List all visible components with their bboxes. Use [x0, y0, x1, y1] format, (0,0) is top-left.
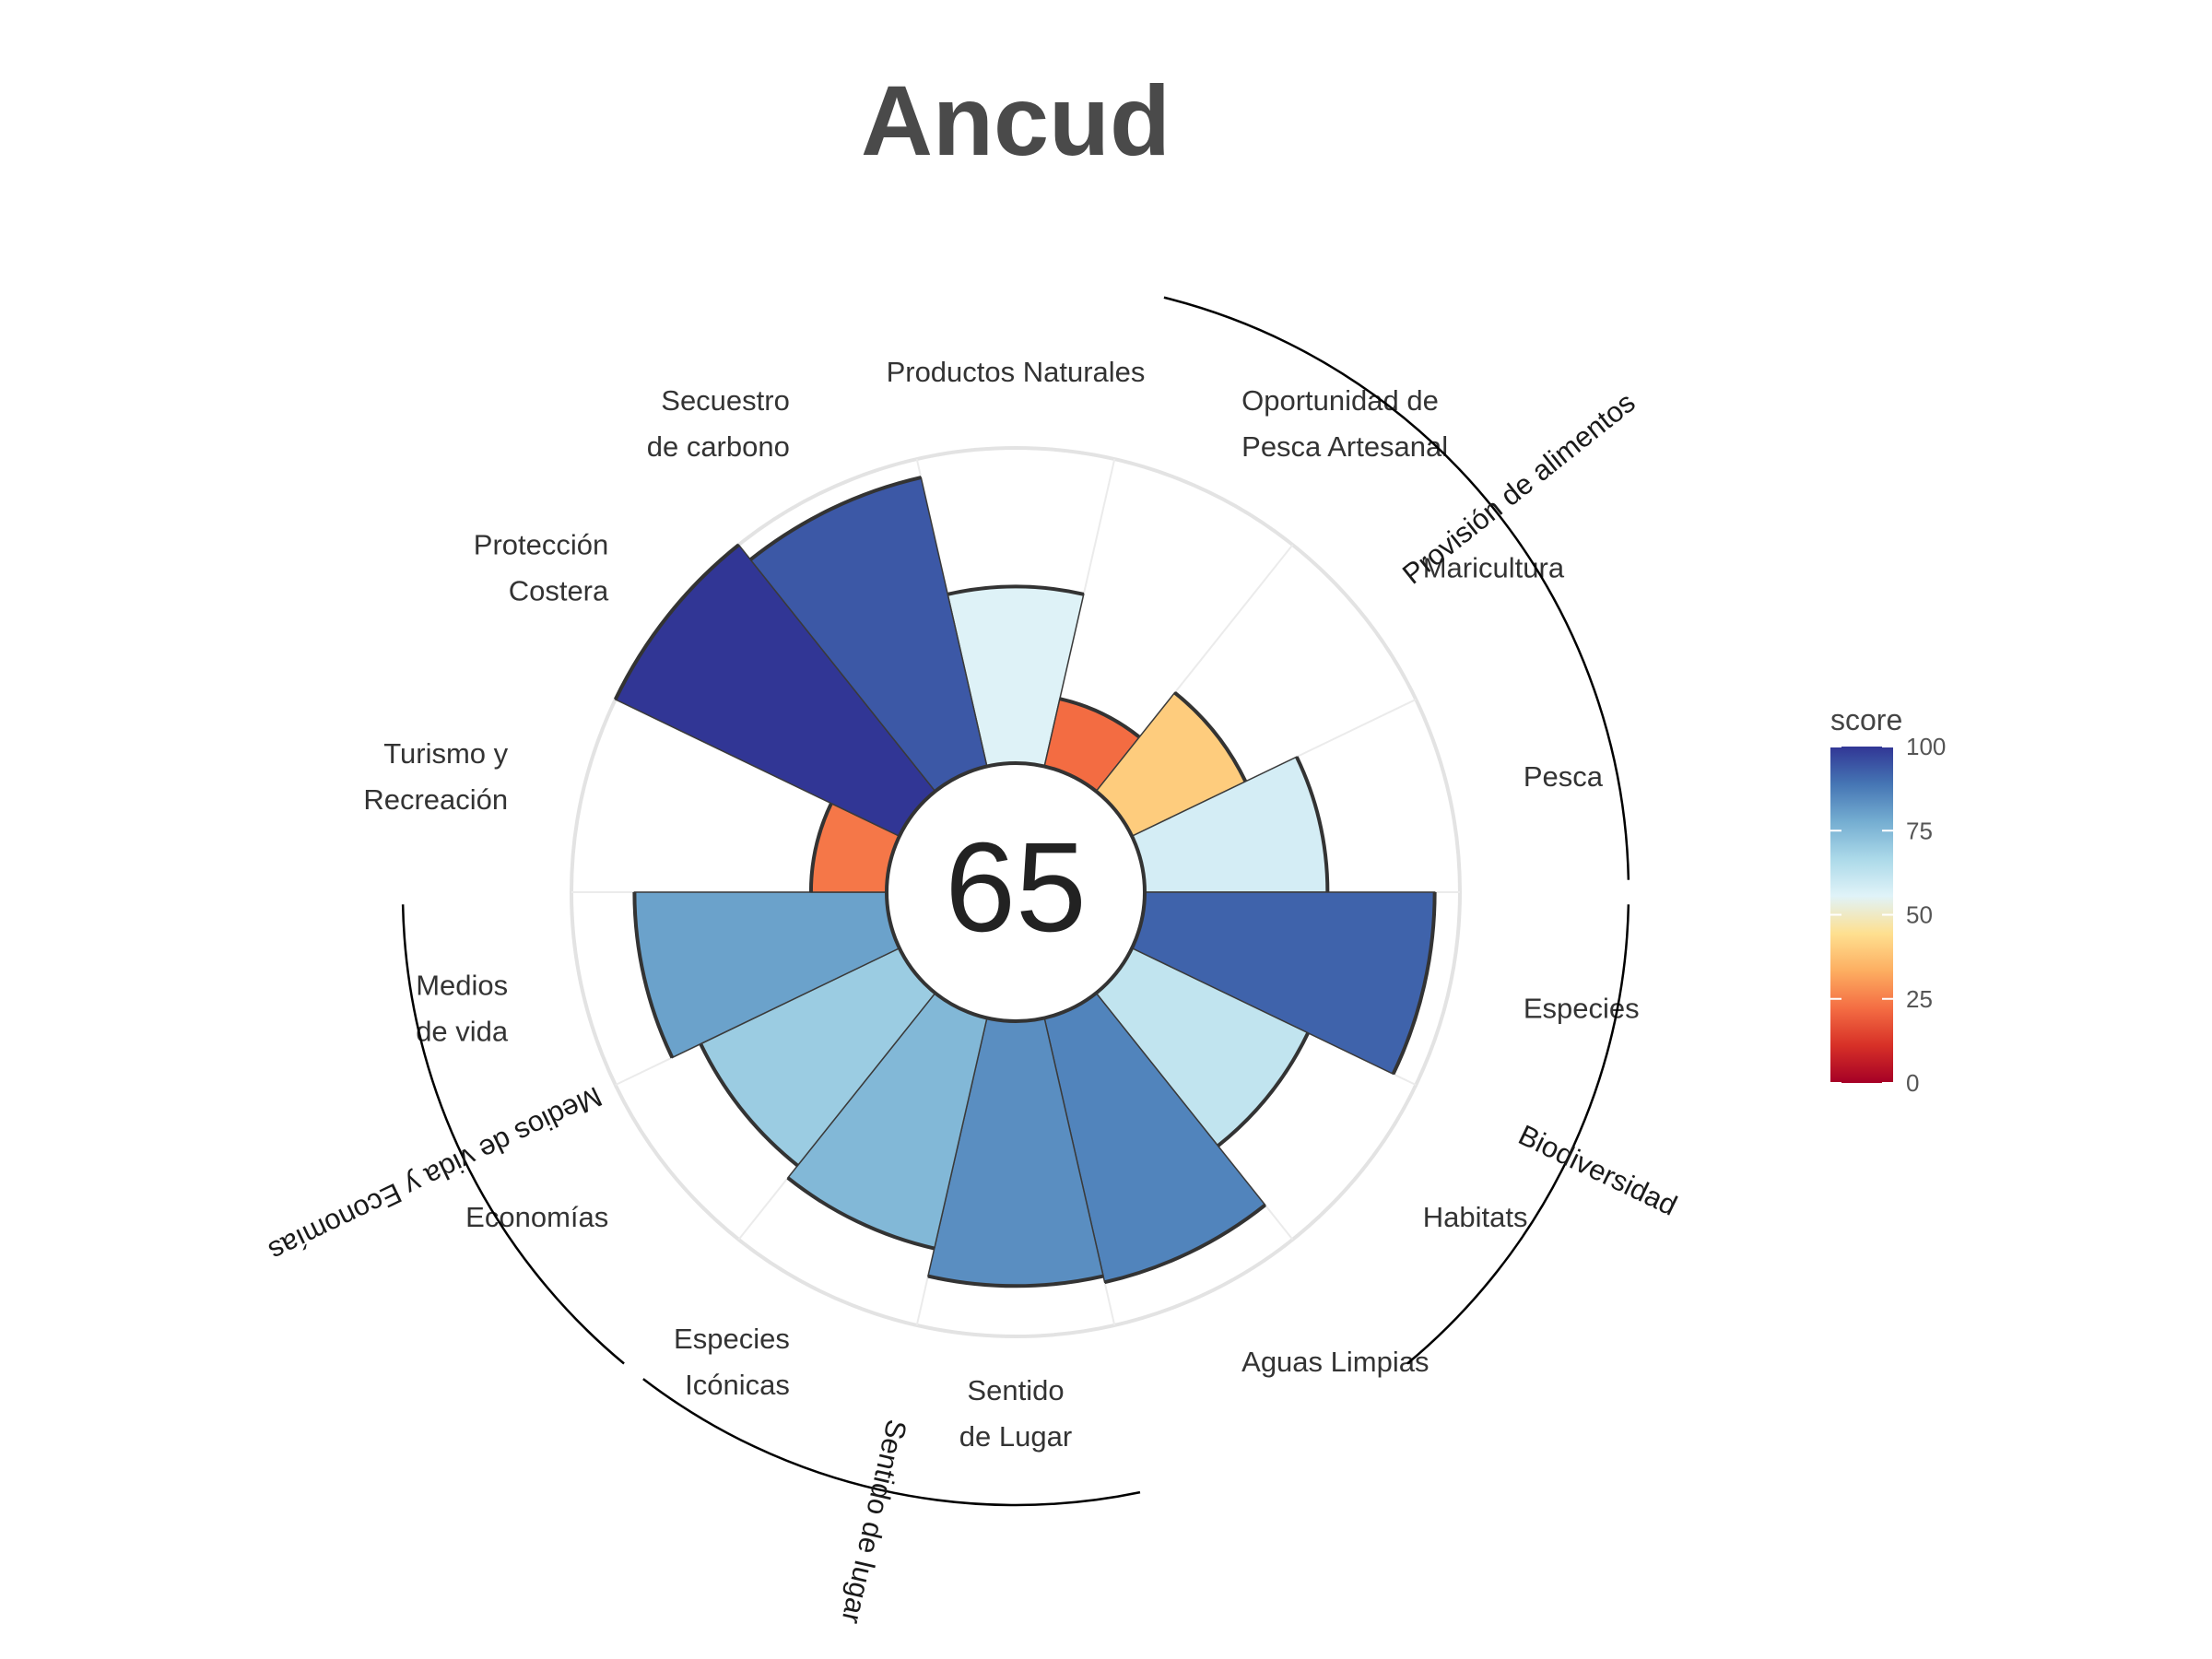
group-arc	[401, 904, 625, 1365]
petal-edge	[613, 543, 740, 700]
petal-edge	[808, 802, 833, 893]
goal-label: Pesca	[1524, 760, 1604, 793]
petal-edge	[1295, 756, 1330, 893]
petal-edge	[927, 1274, 1104, 1288]
center: 65	[885, 761, 1147, 1023]
group-label: Medios de vida y Economías	[264, 1080, 606, 1267]
goal-label: Aguas Limpias	[1241, 1346, 1429, 1378]
chart-title: Ancud	[861, 65, 1171, 176]
goal-label: Protección Costera	[474, 529, 609, 607]
goal-label: Sentido de Lugar	[959, 1374, 1072, 1453]
legend-tick-label: 0	[1906, 1069, 1919, 1097]
goal-label: Especies Icónicas	[674, 1323, 790, 1401]
goal-label: Productos Naturales	[887, 356, 1146, 388]
goal-labels: Productos Naturales Oportunidad de Pesca A…	[363, 356, 1639, 1453]
group-arc	[1406, 904, 1630, 1365]
legend-tick-label: 25	[1906, 985, 1933, 1013]
petal-edge	[786, 1176, 935, 1251]
legend-title: score	[1830, 703, 1902, 736]
petal-edge	[947, 584, 1085, 596]
goal-label: Economías	[465, 1201, 608, 1233]
group-arc	[1163, 296, 1630, 880]
group-label: Sentido de lugar	[835, 1417, 912, 1627]
group-label: Biodiversidad	[1513, 1118, 1682, 1221]
goal-label: Secuestro de carbono	[647, 384, 790, 463]
legend-tick-label: 75	[1906, 817, 1933, 844]
petal-edge	[632, 891, 675, 1059]
center-circle	[885, 761, 1147, 1023]
petals	[613, 476, 1437, 1288]
overall-score: 65	[945, 817, 1087, 959]
goal-label: Especies	[1524, 993, 1640, 1025]
petal-edge	[749, 476, 922, 561]
petal-edge	[1217, 1031, 1310, 1147]
goal-label: Medios de vida	[416, 970, 509, 1048]
goal-label: Turismo y Recreación	[363, 737, 508, 816]
goal-label: Habitats	[1423, 1201, 1528, 1233]
petal-edge	[1104, 1203, 1266, 1285]
petal-edge	[1059, 697, 1141, 739]
petal-edge	[1391, 891, 1437, 1076]
petal-edge	[699, 1042, 799, 1168]
goal-label: Oportunidad de Pesca Artesanal	[1241, 384, 1448, 463]
legend-tick-label: 50	[1906, 901, 1933, 929]
petal-edge	[1173, 691, 1248, 782]
group-arc	[642, 1378, 1141, 1507]
legend-tick-label: 100	[1906, 733, 1946, 760]
